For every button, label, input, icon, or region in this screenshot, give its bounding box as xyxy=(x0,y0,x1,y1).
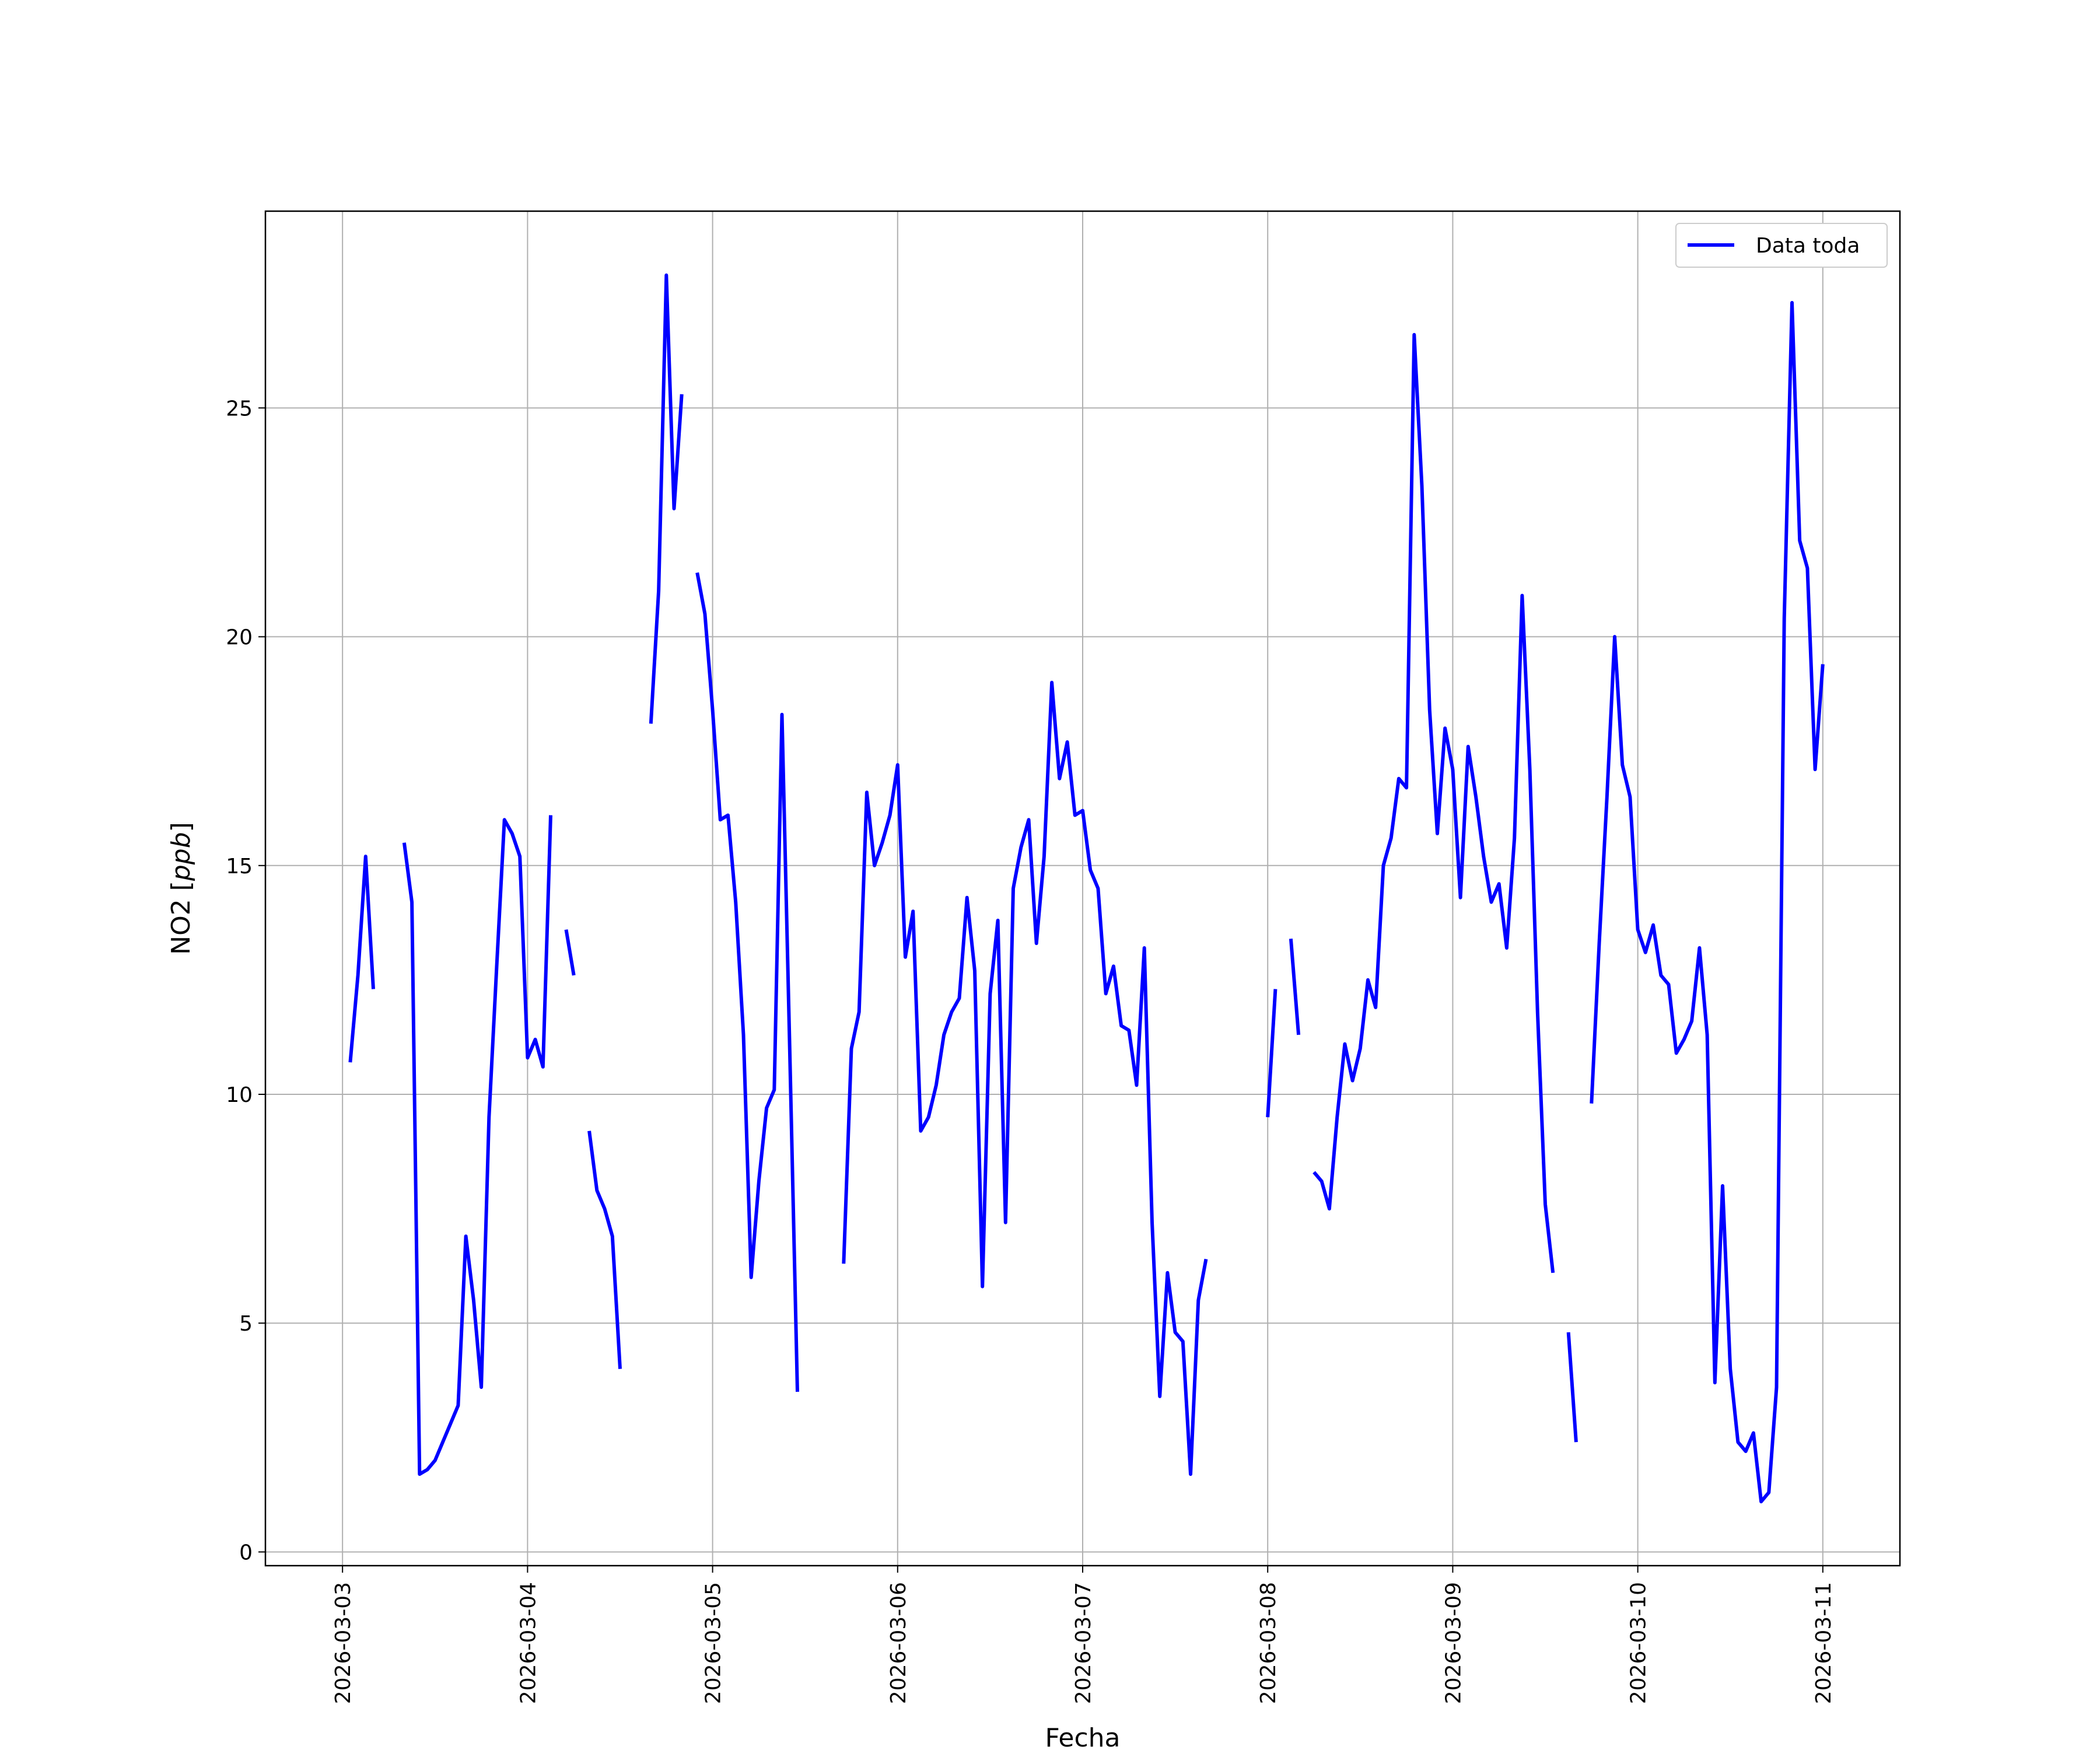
series-line-segment xyxy=(1312,332,1555,1273)
y-tick-label: 20 xyxy=(226,626,253,650)
x-tick-label: 2026-03-03 xyxy=(331,1582,355,1704)
x-tick-label: 2026-03-04 xyxy=(516,1582,540,1704)
series-line-segment xyxy=(649,273,684,724)
plot-lines xyxy=(348,273,1825,1504)
y-axis-label-unit: ppb xyxy=(166,832,196,881)
legend: Data toda xyxy=(1675,223,1888,268)
y-tick-label: 5 xyxy=(239,1312,253,1336)
x-axis-label: Fecha xyxy=(1045,1723,1120,1750)
grid xyxy=(265,211,1900,1566)
x-tick-label: 2026-03-11 xyxy=(1812,1582,1836,1704)
series-line-segment xyxy=(564,929,576,976)
y-tick-label: 10 xyxy=(226,1083,253,1107)
y-tick-label: 0 xyxy=(239,1541,253,1564)
legend-label: Data toda xyxy=(1756,234,1860,258)
x-tick-label: 2026-03-07 xyxy=(1072,1582,1096,1704)
series-line-segment xyxy=(1590,300,1825,1504)
y-axis-label: NO2 [ppb] xyxy=(166,822,196,955)
series-line-segment xyxy=(695,572,799,1392)
y-tick-label: 15 xyxy=(226,855,253,878)
x-tick-label: 2026-03-08 xyxy=(1256,1582,1280,1704)
x-tick-label: 2026-03-10 xyxy=(1627,1582,1651,1704)
series-line-segment xyxy=(1289,939,1301,1035)
y-axis-label-main: NO2 [ xyxy=(166,881,196,955)
y-tick-label: 25 xyxy=(226,397,253,421)
series-line-segment xyxy=(348,855,375,1063)
x-tick-label: 2026-03-05 xyxy=(702,1582,726,1704)
series-line-segment xyxy=(402,815,552,1476)
series-line-segment xyxy=(842,681,1208,1476)
series-line-segment xyxy=(1566,1332,1578,1443)
legend-box xyxy=(1675,223,1888,268)
series-line-segment xyxy=(1266,989,1278,1118)
x-tick-label: 2026-03-06 xyxy=(887,1582,911,1704)
y-axis-label-end: ] xyxy=(166,822,196,832)
x-tick-label: 2026-03-09 xyxy=(1441,1582,1465,1704)
ticks: 0 5 10 15 20 25 2026-03-03 2026-03-04 2026-03-05… xyxy=(226,397,1836,1704)
series-line-segment xyxy=(587,1130,622,1369)
